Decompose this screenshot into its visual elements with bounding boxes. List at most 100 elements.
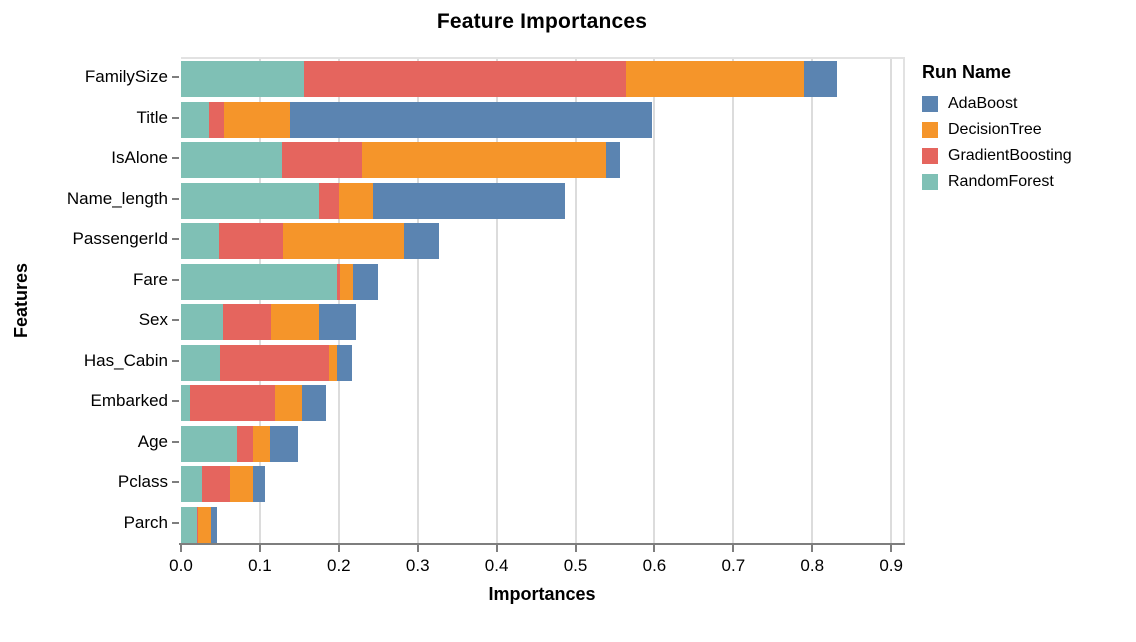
bar-segment-DecisionTree <box>282 223 405 260</box>
bar-segment-DecisionTree <box>252 425 271 462</box>
legend-label: DecisionTree <box>948 121 1042 138</box>
bar-segment-AdaBoost <box>289 101 653 138</box>
x-axis-tick-label: 0.5 <box>563 556 588 575</box>
bar-segment-RandomForest <box>181 182 320 219</box>
gridline <box>732 59 735 545</box>
bar-segment-DecisionTree <box>338 182 373 219</box>
bar-segment-AdaBoost <box>606 142 620 179</box>
y-axis-label-Fare: Fare <box>133 269 168 289</box>
gridline <box>258 59 261 545</box>
legend-items: AdaBoost DecisionTree GradientBoosting Rand… <box>922 95 1072 191</box>
bar-segment-RandomForest <box>181 223 219 260</box>
x-axis-tick-label: 0.4 <box>484 556 509 575</box>
bar-Fare <box>181 263 903 300</box>
y-axis-label-FamilySize: FamilySize <box>84 67 168 87</box>
bar-segment-DecisionTree <box>626 61 805 98</box>
y-axis-tick <box>172 157 179 160</box>
y-axis-label-Sex: Sex <box>138 310 168 330</box>
y-axis-tick <box>172 481 179 484</box>
x-axis-tick-label: 0.6 <box>642 556 667 575</box>
legend-label: RandomForest <box>948 173 1054 190</box>
x-axis-title: Importances <box>488 584 596 604</box>
bar-segment-RandomForest <box>181 61 305 98</box>
x-axis-tick <box>180 545 182 552</box>
y-axis-tick <box>172 521 179 524</box>
x-axis-tick-label: 0.0 <box>169 556 193 575</box>
plot-area <box>181 57 905 545</box>
x-axis-tick <box>416 545 419 552</box>
bar-segment-DecisionTree <box>339 263 353 300</box>
x-axis-tick <box>337 545 340 552</box>
y-axis-label-Pclass: Pclass <box>117 472 168 492</box>
x-axis-tick <box>653 545 656 552</box>
bar-segment-RandomForest <box>181 101 209 138</box>
bar-segment-GradientBoosting <box>196 506 199 543</box>
x-axis-tick <box>732 545 735 552</box>
bar-segment-RandomForest <box>181 425 238 462</box>
y-axis-label-Embarked: Embarked <box>90 391 168 411</box>
x-axis-tick-label: 0.3 <box>405 556 430 575</box>
bar-segment-GradientBoosting <box>222 304 271 341</box>
legend-swatch <box>922 174 938 190</box>
x-axis-tick <box>811 545 814 552</box>
bar-IsAlone <box>181 142 903 179</box>
bar-segment-GradientBoosting <box>219 344 330 381</box>
bar-Name_length <box>181 182 903 219</box>
bar-FamilySize <box>181 61 903 98</box>
bar-segment-AdaBoost <box>210 506 218 543</box>
chart-title: Feature Importances <box>436 10 648 33</box>
bar-segment-DecisionTree <box>198 506 211 543</box>
y-axis-tick <box>172 319 179 322</box>
bar-Pclass <box>181 466 903 503</box>
bar-segment-DecisionTree <box>329 344 338 381</box>
bar-Sex <box>181 304 903 341</box>
bar-segment-DecisionTree <box>229 466 253 503</box>
y-axis-tick <box>172 238 179 241</box>
y-axis-label-IsAlone: IsAlone <box>111 148 168 168</box>
bar-segment-RandomForest <box>181 263 338 300</box>
bar-segment-AdaBoost <box>804 61 837 98</box>
bar-segment-GradientBoosting <box>337 263 340 300</box>
y-axis-label-Name_length: Name_length <box>66 188 168 208</box>
bar-segment-GradientBoosting <box>190 385 275 422</box>
legend-label: AdaBoost <box>948 95 1018 112</box>
y-axis-title: Features <box>11 262 32 338</box>
y-axis-label-Age: Age <box>137 431 168 451</box>
bar-segment-GradientBoosting <box>237 425 253 462</box>
gridline <box>337 59 340 545</box>
x-axis-tick <box>574 545 577 552</box>
bar-Has_Cabin <box>181 344 903 381</box>
bar-segment-RandomForest <box>181 142 282 179</box>
gridline <box>811 59 814 545</box>
y-axis-tick <box>172 359 179 362</box>
bar-segment-RandomForest <box>181 385 191 422</box>
bar-Parch <box>181 506 903 543</box>
legend: Run Name AdaBoost DecisionTree GradientBoo… <box>922 62 1072 199</box>
bar-segment-AdaBoost <box>353 263 379 300</box>
bar-segment-AdaBoost <box>372 182 566 219</box>
bar-segment-RandomForest <box>181 506 197 543</box>
bar-segment-AdaBoost <box>270 425 298 462</box>
bar-segment-GradientBoosting <box>202 466 230 503</box>
legend-label: GradientBoosting <box>948 147 1072 164</box>
bar-PassengerId <box>181 223 903 260</box>
bar-segment-GradientBoosting <box>282 142 362 179</box>
y-axis-label-Title: Title <box>136 107 169 127</box>
y-axis-tick <box>172 400 179 403</box>
bar-segment-RandomForest <box>181 344 220 381</box>
legend-item-DecisionTree: DecisionTree <box>922 121 1072 139</box>
gridline <box>574 59 577 545</box>
legend-item-RandomForest: RandomForest <box>922 173 1072 191</box>
legend-swatch <box>922 148 938 164</box>
y-axis-tick <box>172 116 179 119</box>
y-axis-label-PassengerId: PassengerId <box>72 229 168 249</box>
bar-Embarked <box>181 385 903 422</box>
bar-Age <box>181 425 903 462</box>
bar-segment-RandomForest <box>181 304 223 341</box>
bar-segment-DecisionTree <box>274 385 302 422</box>
bar-segment-RandomForest <box>181 466 203 503</box>
y-axis-label-Parch: Parch <box>123 512 168 532</box>
x-axis-tick <box>258 545 261 552</box>
legend-swatch <box>922 96 938 112</box>
